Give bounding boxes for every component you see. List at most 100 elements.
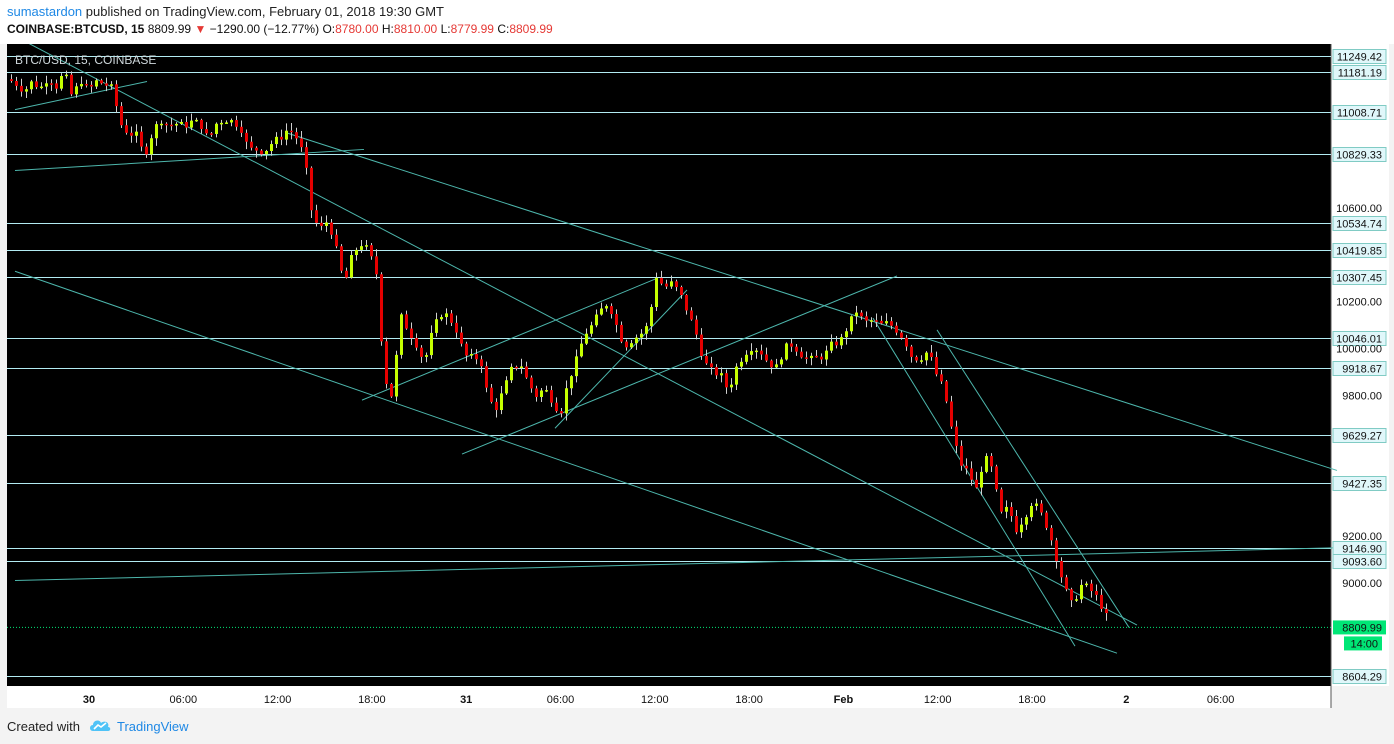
candle	[400, 314, 403, 355]
candle	[730, 384, 733, 388]
high-value: 8810.00	[393, 22, 438, 36]
candle	[130, 132, 133, 136]
plot-area[interactable]	[7, 44, 1331, 686]
candle	[1040, 503, 1043, 513]
candle	[155, 124, 158, 139]
candle	[735, 366, 738, 385]
x-tick-12: 06:00	[1207, 694, 1235, 706]
level-label-6: 10307.45	[1336, 273, 1382, 285]
level-label-7: 10046.01	[1336, 334, 1382, 346]
candle	[555, 402, 558, 412]
price-chart[interactable]: 11249.42 11181.19 11008.71 10829.33 10534.74…	[0, 44, 1394, 708]
candle	[760, 350, 763, 355]
candle	[220, 122, 223, 125]
candle	[990, 456, 993, 467]
candle	[820, 356, 823, 360]
tradingview-link[interactable]: TradingView	[117, 719, 189, 734]
candle	[485, 366, 488, 388]
candle	[650, 306, 653, 327]
candle	[1060, 561, 1063, 578]
published-text: published on TradingView.com, February 0…	[85, 4, 444, 19]
candle	[1055, 540, 1058, 562]
candle	[25, 89, 28, 92]
level-label-3: 10829.33	[1336, 150, 1382, 162]
candle	[310, 167, 313, 211]
candle	[290, 130, 293, 133]
candle	[200, 119, 203, 130]
candle	[380, 274, 383, 342]
level-label-4: 10534.74	[1336, 219, 1382, 231]
candle	[585, 333, 588, 344]
y-tick-2: 10000.00	[1336, 344, 1382, 356]
candle	[810, 355, 813, 359]
candle	[490, 387, 493, 402]
level-box-1	[1332, 65, 1387, 80]
candle	[135, 131, 138, 136]
candle	[655, 277, 658, 307]
current-price-label: 8809.99	[1342, 622, 1382, 634]
candle	[845, 331, 848, 338]
x-tick-7: 18:00	[735, 694, 763, 706]
tradingview-cloud-icon[interactable]	[88, 717, 112, 733]
candle	[60, 76, 63, 89]
candle	[100, 80, 103, 84]
candle	[450, 313, 453, 323]
candle	[365, 245, 368, 247]
candle	[235, 120, 238, 127]
candle	[685, 295, 688, 311]
candle	[455, 322, 458, 333]
candle	[535, 388, 538, 397]
horizontal-levels	[7, 56, 1331, 677]
level-label-11: 9146.90	[1342, 544, 1382, 556]
candle	[75, 86, 78, 95]
candle	[430, 332, 433, 356]
candle	[865, 316, 868, 321]
candle	[240, 126, 243, 133]
candle	[55, 83, 58, 89]
candle	[860, 312, 863, 317]
candle	[460, 332, 463, 344]
trend-line-6	[554, 289, 688, 429]
author-link[interactable]: sumastardon	[7, 4, 83, 19]
candle	[185, 121, 188, 128]
candle	[755, 350, 758, 353]
candle	[1075, 599, 1078, 601]
candle	[725, 373, 728, 388]
x-tick-0: 30	[83, 694, 95, 706]
candle	[815, 355, 818, 358]
candle	[1035, 503, 1038, 506]
level-label-9: 9629.27	[1342, 431, 1382, 443]
trend-line-3	[14, 270, 1118, 654]
candle	[20, 85, 23, 92]
y-tick-3: 9800.00	[1342, 390, 1382, 402]
candle	[180, 121, 183, 124]
candle	[1015, 516, 1018, 533]
low-label: L:	[440, 22, 451, 36]
candle	[50, 83, 53, 85]
candle	[250, 141, 253, 148]
candle	[1065, 577, 1068, 590]
created-with-text: Created with	[7, 719, 80, 734]
candle	[280, 136, 283, 140]
candle	[510, 366, 513, 381]
candle	[960, 445, 963, 466]
candle	[595, 314, 598, 326]
candle	[105, 83, 108, 86]
candle	[1020, 524, 1023, 533]
candle	[125, 125, 128, 133]
candle	[65, 74, 68, 77]
candle	[95, 80, 98, 87]
candle	[825, 350, 828, 360]
candle	[1025, 517, 1028, 525]
candle	[375, 256, 378, 275]
candle	[505, 380, 508, 394]
candle	[15, 80, 18, 86]
candle	[1105, 608, 1108, 614]
candle	[985, 456, 988, 472]
time-axis[interactable]	[7, 686, 1331, 708]
candle	[600, 308, 603, 315]
candle	[395, 354, 398, 397]
candle	[870, 320, 873, 322]
candle	[680, 287, 683, 296]
candle	[110, 84, 113, 86]
